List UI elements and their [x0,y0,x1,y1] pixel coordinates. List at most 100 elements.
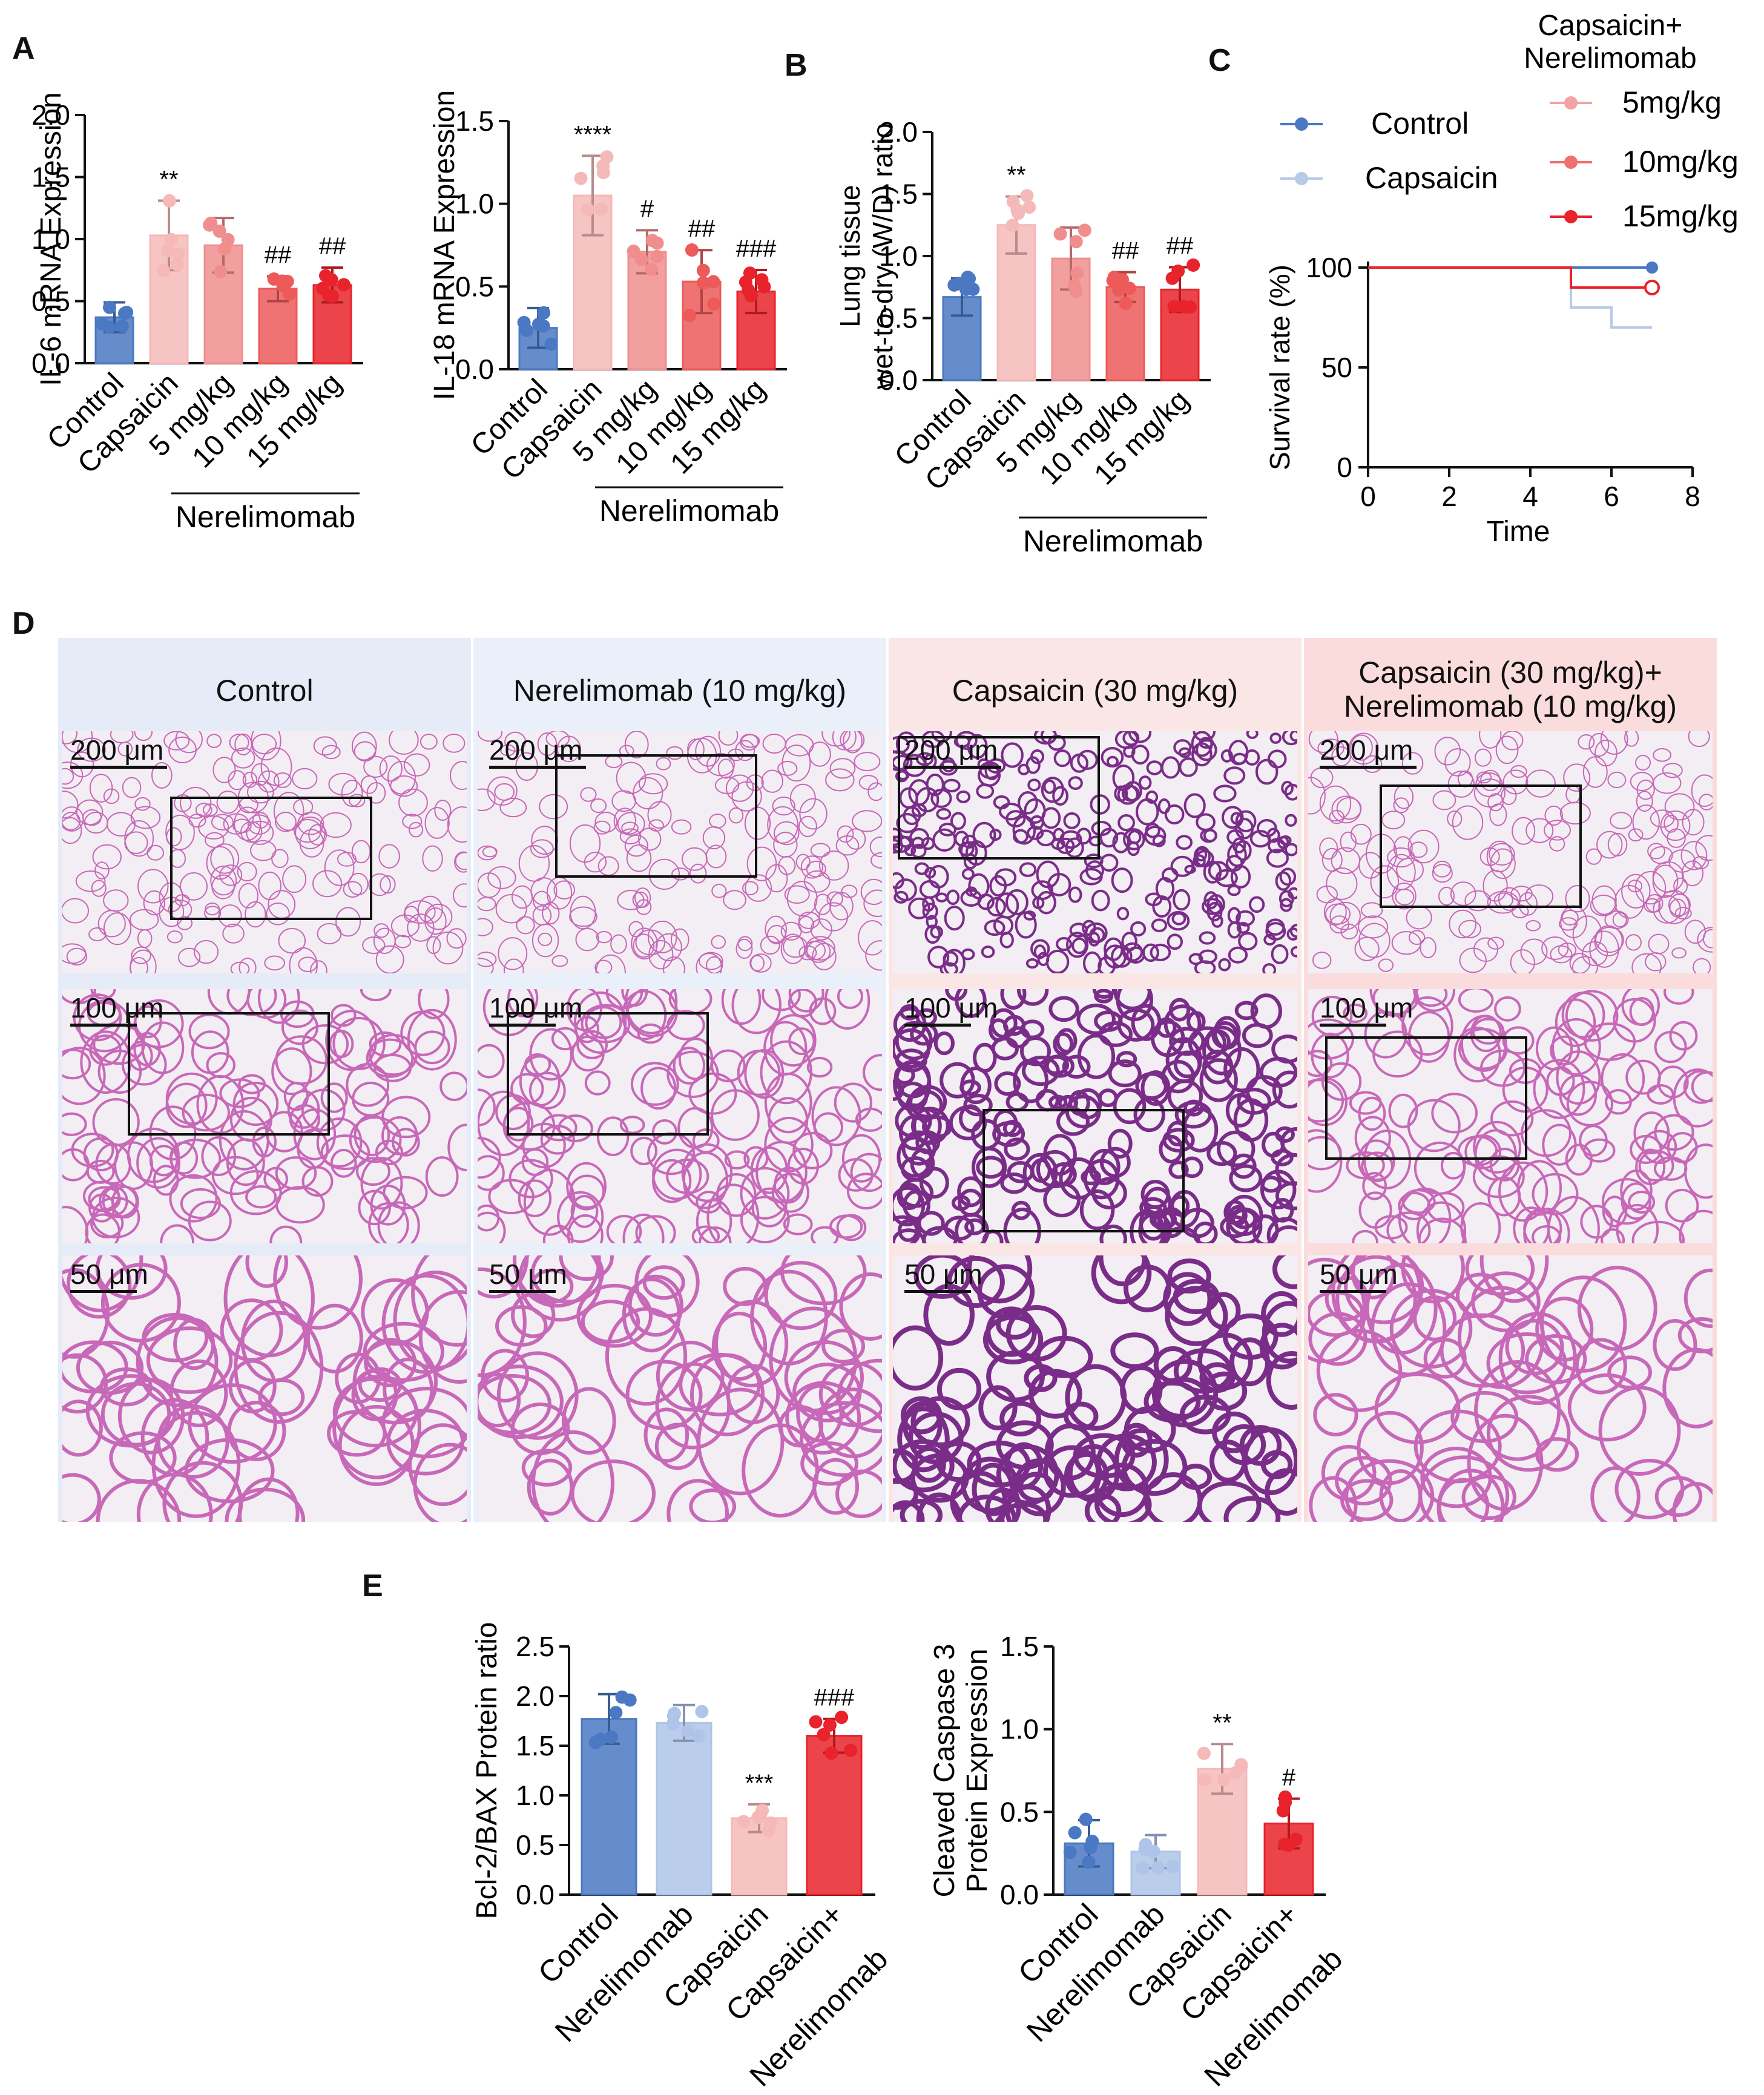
tissue-texture [1056,936,1073,952]
tissue-texture [1004,1137,1030,1161]
tissue-texture [1358,915,1389,939]
tissue-texture [1358,923,1390,958]
tissue-texture [219,1078,260,1108]
panel-letter-c: C [1208,43,1231,78]
tissue-texture [89,774,113,803]
tissue-texture [1022,1153,1058,1193]
tissue-texture [900,1499,943,1522]
tissue-texture [1145,790,1159,804]
tissue-texture [1271,944,1289,964]
tissue-texture [62,1112,87,1136]
tissue-texture [246,820,274,845]
data-point [337,278,351,292]
tissue-texture [91,880,107,897]
tissue-texture [1652,861,1684,893]
tissue-texture [1343,1003,1368,1024]
legend-marker [1564,210,1578,223]
data-point [160,244,174,258]
tissue-texture [1146,760,1163,775]
tissue-texture [202,803,218,817]
tissue-texture [381,1096,431,1139]
tissue-texture [210,866,237,896]
tissue-texture [1664,793,1695,821]
tissue-texture [1208,861,1229,881]
tissue-texture [1683,1070,1713,1104]
tissue-texture [1340,831,1357,852]
panel-letter-b: B [785,48,808,83]
tissue-texture [156,1404,229,1479]
tissue-texture [893,1500,925,1522]
scale-bar-label: 100 μm [904,992,998,1024]
tissue-texture [540,1114,578,1142]
tissue-texture [1144,826,1167,846]
tissue-texture [648,939,674,970]
tissue-texture [1394,784,1414,809]
significance-label: ** [1007,162,1025,189]
tissue-texture [1065,932,1089,958]
tissue-texture [1634,755,1651,771]
scale-bar: 200 μm [489,734,586,769]
tissue-texture [219,864,243,886]
tissue-texture [626,844,652,872]
tissue-texture [258,1378,305,1416]
x-tick-label: 4 [1522,481,1538,512]
tissue-texture [487,866,516,889]
bar [581,1718,637,1896]
y-axis-label: Bcl-2/BAX Protein ratio [471,1622,503,1919]
tissue-texture [273,772,292,788]
data-point [1085,1835,1099,1849]
tissue-texture [1406,906,1432,930]
tissue-texture [893,1215,921,1243]
tissue-texture [1595,926,1624,953]
tissue-texture [1027,778,1041,792]
tissue-texture [1242,1427,1297,1496]
tissue-texture [77,737,106,762]
tissue-texture [1533,1059,1585,1119]
tissue-texture [1056,837,1075,854]
tissue-texture [798,815,817,837]
tissue-texture [784,885,810,904]
tissue-texture [1196,739,1217,761]
tissue-texture [264,955,285,971]
tissue-texture [201,1136,237,1176]
tissue-texture [1386,1211,1431,1243]
tissue-texture [1600,731,1628,755]
tissue-texture [1230,864,1251,889]
tissue-texture [478,1137,501,1179]
tissue-texture [1680,841,1708,870]
panel-letter-a: A [12,31,35,66]
tissue-texture [245,1255,288,1288]
tissue-texture [893,1439,955,1493]
tissue-texture [1155,876,1175,901]
tissue-texture [988,1018,1009,1042]
tissue-texture [943,778,961,793]
tissue-texture [642,1265,685,1300]
tissue-texture [1062,1054,1091,1079]
tissue-texture [967,734,988,759]
tissue-texture [130,806,161,829]
tissue-texture [1660,810,1691,841]
tissue-texture [251,763,270,786]
tissue-texture [1502,1026,1535,1055]
scale-bar-line [904,766,1001,769]
tissue-texture [863,1054,882,1091]
tissue-texture [1053,749,1071,768]
tissue-texture [1565,1143,1593,1176]
data-point [103,300,117,314]
histology-image [478,989,882,1243]
data-point [280,274,294,288]
tissue-texture [899,787,918,809]
tissue-texture [62,1206,89,1243]
tissue-texture [1525,818,1554,843]
tissue-texture [1234,1001,1259,1021]
tissue-texture [944,906,965,931]
tissue-texture [62,817,82,844]
tissue-texture [1590,1466,1641,1522]
tissue-texture [73,993,122,1042]
tissue-texture [432,931,464,965]
tissue-texture [986,897,1006,917]
tissue-texture [1275,1153,1297,1186]
tissue-texture [1544,805,1563,826]
tissue-texture [1431,1093,1478,1134]
tissue-texture [1416,1201,1467,1243]
